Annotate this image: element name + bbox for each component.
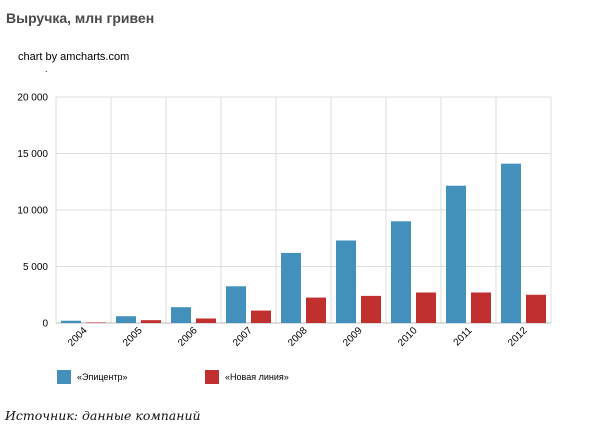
y-tick-label: 0	[42, 319, 48, 330]
legend-swatch-new-line	[205, 370, 219, 384]
x-tick-label: 2008	[286, 325, 310, 349]
revenue-bar-chart: 0 5 000 10 000 15 000 20 000 2004 2005 2006 2007…	[17, 93, 552, 349]
bar-new-line	[251, 310, 271, 323]
amcharts-credit-link[interactable]: chart by amcharts.com	[18, 51, 130, 63]
x-tick-label: 2011	[452, 325, 475, 348]
x-tick-label: 2004	[66, 325, 90, 349]
credit-dot: .	[45, 64, 48, 74]
bar-new-line	[196, 318, 216, 323]
x-tick-label: 2007	[231, 325, 255, 349]
bar-epicenter	[391, 221, 411, 323]
bar-new-line	[361, 295, 381, 323]
bar-epicenter	[336, 240, 356, 323]
bar-epicenter	[501, 163, 521, 323]
legend-label-new-line: «Новая линия»	[225, 372, 289, 382]
legend-label-epicenter: «Эпицентр»	[77, 372, 128, 382]
bar-epicenter	[226, 286, 246, 323]
legend-item-epicenter[interactable]: «Эпицентр»	[57, 370, 128, 384]
bar-epicenter	[116, 316, 136, 323]
bar-new-line	[416, 292, 436, 323]
x-tick-label: 2010	[396, 325, 420, 349]
chart-legend: «Эпицентр» «Новая линия»	[0, 370, 600, 386]
bar-new-line	[306, 297, 326, 323]
bar-new-line	[86, 322, 106, 323]
bar-epicenter	[446, 185, 466, 323]
legend-item-new-line[interactable]: «Новая линия»	[205, 370, 289, 384]
bar-new-line	[526, 294, 546, 323]
bar-epicenter	[171, 307, 191, 323]
y-tick-label: 15 000	[17, 149, 48, 160]
bar-new-line	[141, 320, 161, 323]
y-tick-label: 10 000	[17, 206, 48, 217]
x-tick-label: 2006	[176, 325, 200, 349]
bar-new-line	[471, 292, 491, 323]
x-tick-label: 2009	[341, 325, 365, 349]
bar-epicenter	[61, 320, 81, 323]
y-tick-label: 20 000	[17, 93, 48, 104]
source-note: Источник: данные компаний	[5, 408, 201, 423]
x-tick-label: 2005	[121, 325, 145, 349]
legend-swatch-epicenter	[57, 370, 71, 384]
chart-title: Выручка, млн гривен	[6, 10, 155, 26]
x-tick-label: 2012	[506, 325, 530, 349]
bar-epicenter	[281, 252, 301, 323]
y-tick-label: 5 000	[23, 262, 48, 273]
